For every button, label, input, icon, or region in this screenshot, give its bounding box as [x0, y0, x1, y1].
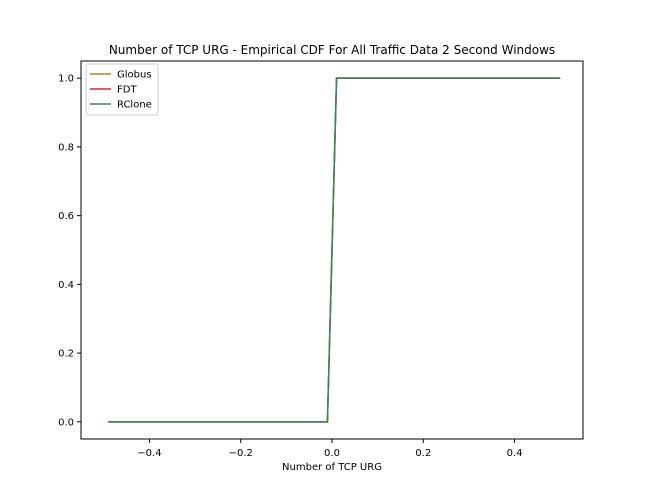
- legend: Globus FDT RClone: [85, 63, 159, 116]
- y-tick-label: 0.2: [58, 349, 74, 360]
- series-line-globus: [108, 77, 561, 423]
- y-tick-label: 0.0: [58, 417, 74, 428]
- x-tick-label: −0.2: [229, 448, 253, 459]
- legend-label-rclone: RClone: [117, 100, 152, 111]
- legend-label-globus: Globus: [117, 70, 152, 81]
- plot-area: [108, 77, 561, 423]
- x-tick-label: 0.2: [415, 448, 431, 459]
- x-axis-label: Number of TCP URG: [282, 462, 382, 473]
- y-tick-label: 0.4: [58, 280, 74, 291]
- legend-box: [85, 63, 159, 116]
- x-tick-label: 0.0: [324, 448, 340, 459]
- y-axis: 0.0 0.2 0.4 0.6 0.8 1.0: [58, 74, 81, 428]
- x-axis: −0.4 −0.2 0.0 0.2 0.4: [137, 439, 522, 459]
- y-tick-label: 1.0: [58, 74, 74, 85]
- y-tick-label: 0.6: [58, 211, 74, 222]
- x-tick-label: −0.4: [137, 448, 161, 459]
- chart-title: Number of TCP URG - Empirical CDF For Al…: [109, 43, 555, 57]
- series-line-rclone: [108, 77, 561, 423]
- legend-label-fdt: FDT: [117, 85, 137, 96]
- x-tick-label: 0.4: [507, 448, 523, 459]
- y-tick-label: 0.8: [58, 142, 74, 153]
- series-line-fdt: [108, 77, 561, 423]
